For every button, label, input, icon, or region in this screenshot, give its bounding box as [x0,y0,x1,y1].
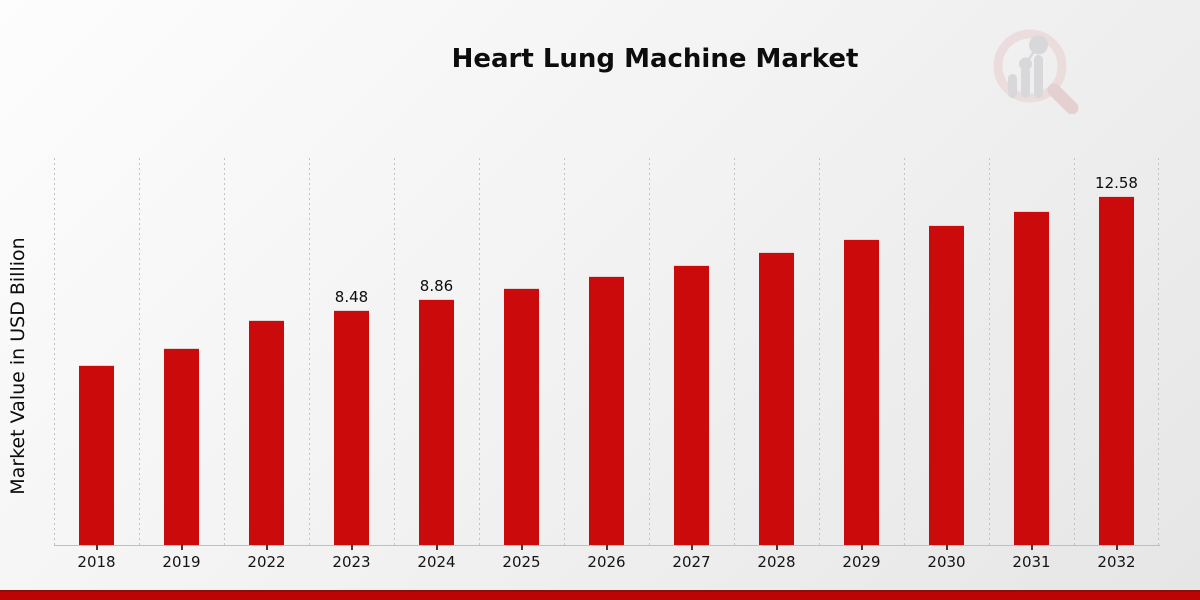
chart-title: Heart Lung Machine Market [451,44,859,74]
x-tick-2024 [436,545,438,550]
trend-dot-small [1019,57,1032,71]
bar-2022 [249,320,284,545]
x-tick-2027 [691,545,693,550]
x-tick-2023 [351,545,353,550]
vertical-gridline [989,158,990,545]
trend-dot-large [1029,35,1048,55]
bar-2026 [589,276,624,545]
bar-value-label-2024: 8.86 [419,277,454,295]
x-axis: 2018 2019 2022 2023 2024 2025 2026 2027 2028 2029… [54,545,1159,585]
bar-2028 [759,252,794,545]
y-axis-label: Market Value in USD Billion [7,237,29,495]
vertical-gridline [649,158,650,545]
x-tick-label-2019: 2019 [162,553,201,571]
plot-area: 8.48 8.86 12.58 [54,158,1159,545]
x-tick-2028 [776,545,778,550]
logo-bar-medium [1021,67,1030,98]
x-tick-label-2030: 2030 [927,553,966,571]
vertical-gridline [564,158,565,545]
logo-bar-tall [1034,55,1043,98]
bar-2024 [419,299,454,545]
bar-2025 [504,288,539,545]
x-tick-label-2025: 2025 [502,553,541,571]
vertical-gridline [139,158,140,545]
bar-2018 [79,365,114,545]
bar-2023 [334,310,369,545]
x-tick-2025 [521,545,523,550]
vertical-gridline [1074,158,1075,545]
bar-2019 [164,348,199,545]
x-tick-label-2022: 2022 [247,553,286,571]
magnifier-bar-chart-logo-icon [993,29,1079,114]
vertical-gridline [54,158,55,545]
x-tick-label-2018: 2018 [77,553,116,571]
x-tick-2029 [861,545,863,550]
bar-value-label-2023: 8.48 [334,288,369,306]
vertical-gridline [309,158,310,545]
vertical-gridline [819,158,820,545]
bar-2032 [1099,196,1134,545]
vertical-gridline [904,158,905,545]
logo-bar-small [1008,74,1017,98]
bar-2030 [929,225,964,545]
footer-accent-band [0,590,1200,600]
x-tick-label-2026: 2026 [587,553,626,571]
x-tick-label-2029: 2029 [842,553,881,571]
x-tick-label-2027: 2027 [672,553,711,571]
vertical-gridline [479,158,480,545]
vertical-gridline [1158,158,1159,545]
magnifier-ring [993,29,1067,103]
x-tick-label-2032: 2032 [1097,553,1136,571]
x-tick-label-2024: 2024 [417,553,456,571]
x-tick-2022 [266,545,268,550]
bar-2029 [844,239,879,545]
vertical-gridline [224,158,225,545]
bar-2031 [1014,211,1049,545]
x-tick-2030 [946,545,948,550]
x-tick-label-2023: 2023 [332,553,371,571]
vertical-gridline [394,158,395,545]
x-tick-2032 [1116,545,1118,550]
bar-2027 [674,265,709,545]
x-tick-2026 [606,545,608,550]
x-tick-2018 [96,545,98,550]
vertical-gridline [734,158,735,545]
x-tick-label-2031: 2031 [1012,553,1051,571]
x-tick-2031 [1031,545,1033,550]
bar-value-label-2032: 12.58 [1095,174,1138,192]
magnifier-handle [1047,83,1079,114]
x-tick-label-2028: 2028 [757,553,796,571]
x-tick-2019 [181,545,183,550]
